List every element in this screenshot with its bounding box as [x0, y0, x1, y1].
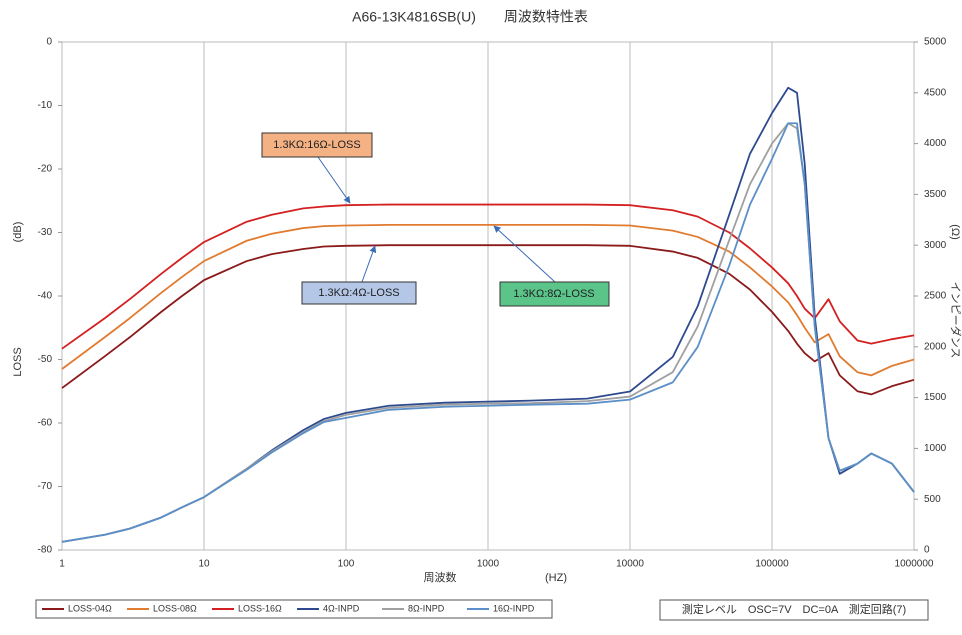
series-line [61, 122, 915, 543]
legend-frame [35, 599, 553, 619]
y-tick-label: -20 [38, 164, 53, 175]
y2-tick-label: 2000 [924, 341, 947, 352]
y-tick-label: -80 [38, 545, 53, 556]
x-tick-label: 1000000 [895, 559, 934, 570]
annotation-arrow [317, 156, 351, 204]
legend-label: 16Ω-INPD [493, 603, 535, 613]
y2-tick-label: 4000 [924, 138, 947, 149]
series-line [61, 244, 915, 396]
x-tick-label: 1000 [477, 559, 500, 570]
legend-label: 4Ω-INPD [323, 603, 360, 613]
y-axis-label: LOSS [12, 347, 24, 376]
series-line [61, 203, 915, 350]
y2-tick-label: 2500 [924, 291, 947, 302]
y-axis-unit: (dB) [12, 222, 24, 243]
y-tick-label: -70 [38, 481, 53, 492]
y2-tick-label: 3000 [924, 240, 947, 251]
y-tick-label: -40 [38, 291, 53, 302]
legend-label: LOSS-08Ω [153, 603, 197, 613]
lines [61, 86, 915, 543]
annotation: 1.3KΩ:4Ω-LOSS [318, 287, 399, 299]
y2-axis-label: インピーダンス [949, 282, 962, 359]
y2-tick-label: 0 [924, 545, 930, 556]
y-tick-label: -10 [38, 100, 53, 111]
y-tick-label: -30 [38, 227, 53, 238]
y2-tick-label: 1500 [924, 392, 947, 403]
x-axis-label: 周波数 [424, 571, 457, 584]
y2-axis-unit: (Ω) [949, 224, 961, 240]
legend: LOSS-04Ω LOSS-08Ω LOSS-16Ω 4Ω-INPD 8Ω-INPD 16… [42, 603, 535, 613]
y2-tick-label: 4500 [924, 87, 947, 98]
note-frame [659, 599, 929, 621]
y-tick-label: 0 [46, 37, 52, 48]
annotation-arrow [493, 225, 556, 283]
annotation-box [499, 281, 610, 307]
y-tick-label: -50 [38, 354, 53, 365]
chart-title: A66-13K4816SB(U) 周波数特性表 [352, 9, 588, 25]
series-line [61, 223, 915, 377]
y2-tick-label: 1000 [924, 443, 947, 454]
y2-tick-label: 500 [924, 494, 941, 505]
note: 測定レベル OSC=7V DC=0A 測定回路(7) [682, 602, 906, 616]
x-tick-label: 1 [59, 559, 65, 570]
y2-tick-label: 5000 [924, 37, 947, 48]
x-tick-label: 100 [338, 559, 355, 570]
x-tick-label: 100000 [755, 559, 789, 570]
annotation-box [261, 132, 373, 158]
grid [61, 42, 915, 550]
legend-label: LOSS-04Ω [68, 603, 112, 613]
x-tick-label: 10000 [616, 559, 644, 570]
annotation-box [301, 281, 417, 305]
annotation: 1.3KΩ:8Ω-LOSS [513, 288, 594, 300]
legend-label: 8Ω-INPD [408, 603, 445, 613]
annotation: 1.3KΩ:16Ω-LOSS [273, 139, 360, 151]
x-axis-unit: (HZ) [545, 572, 567, 584]
x-tick-label: 10 [198, 559, 210, 570]
y2-tick-label: 3500 [924, 189, 947, 200]
legend-label: LOSS-16Ω [238, 603, 282, 613]
y-tick-label: -60 [38, 418, 53, 429]
annotation-arrow [361, 245, 377, 283]
